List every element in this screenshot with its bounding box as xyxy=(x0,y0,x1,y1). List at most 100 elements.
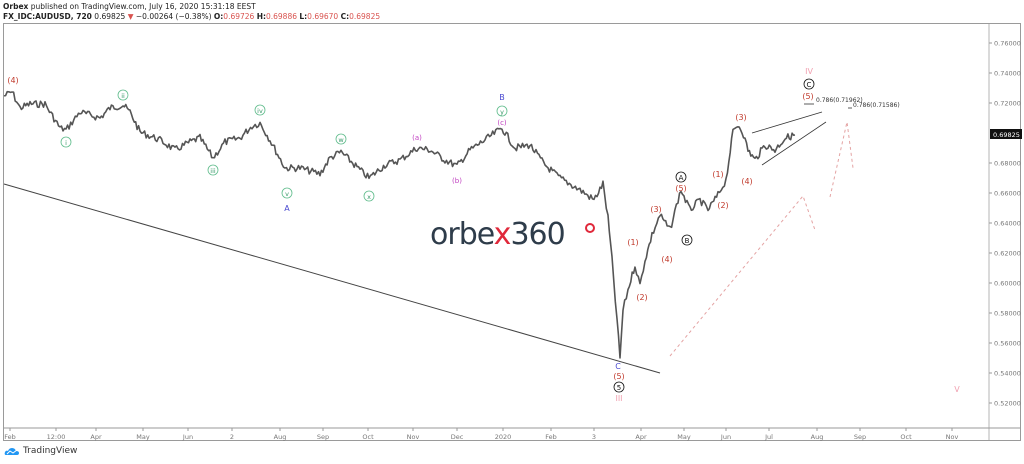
down-arrow-icon: ▼ xyxy=(127,12,134,21)
price-tick-label: 0.74000 xyxy=(994,69,1021,77)
time-axis[interactable]: Feb 12:00 Apr May Jun 2 Aug Sep Oct Nov Dec 2020 Feb… xyxy=(4,428,958,441)
price-tick-label: 0.68000 xyxy=(994,159,1021,167)
fib-label-2: 0.786(0.71586) xyxy=(853,102,900,109)
svg-text:(1): (1) xyxy=(627,238,638,247)
time-tick-label: 12:00 xyxy=(47,433,66,441)
time-tick-label: Jul xyxy=(764,433,773,441)
time-tick-label: Nov xyxy=(946,433,959,441)
svg-text:C: C xyxy=(615,362,621,371)
triangle-lower-line[interactable] xyxy=(761,121,827,166)
svg-text:A: A xyxy=(284,204,290,213)
svg-text:V: V xyxy=(954,385,960,394)
svg-text:y: y xyxy=(500,108,504,116)
orbex-watermark: orbex360 xyxy=(430,217,595,252)
close-value: 0.69825 xyxy=(349,12,381,21)
publish-info: Orbex published on TradingView.com, July… xyxy=(3,2,256,11)
svg-text:(a): (a) xyxy=(412,134,422,142)
symbol-info: FX_IDC:AUDUSD, 720 0.69825 ▼ −0.00264 (−… xyxy=(3,12,380,21)
triangle-upper-line[interactable] xyxy=(751,111,823,134)
publisher-name: Orbex xyxy=(3,2,29,11)
svg-text:ii: ii xyxy=(121,92,125,100)
svg-text:A: A xyxy=(679,174,684,182)
projection-path-2 xyxy=(829,121,854,198)
price-tick-label: 0.64000 xyxy=(994,219,1021,227)
svg-text:IV: IV xyxy=(805,67,813,76)
time-tick-label: Sep xyxy=(317,433,329,441)
svg-text:(3): (3) xyxy=(735,113,746,122)
svg-text:(c): (c) xyxy=(497,119,507,127)
cloud-icon xyxy=(4,447,20,455)
price-tick-label: 0.60000 xyxy=(994,279,1021,287)
time-tick-label: 2020 xyxy=(495,433,512,441)
price-tick-label: 0.72000 xyxy=(994,99,1021,107)
svg-text:B: B xyxy=(499,93,505,102)
time-tick-label: Aug xyxy=(274,433,287,441)
time-tick-label: Apr xyxy=(635,433,647,441)
svg-text:(2): (2) xyxy=(717,201,728,210)
svg-text:(2): (2) xyxy=(636,293,647,302)
svg-text:(b): (b) xyxy=(452,177,462,185)
svg-text:iii: iii xyxy=(210,167,216,175)
svg-text:(4): (4) xyxy=(7,76,18,85)
open-label: O: xyxy=(213,12,224,21)
svg-text:C: C xyxy=(807,81,812,89)
svg-text:v: v xyxy=(285,190,289,198)
time-tick-label: Jun xyxy=(720,433,731,441)
time-tick-label: Sep xyxy=(854,433,866,441)
tradingview-logo[interactable]: TradingView xyxy=(4,446,77,456)
chart-pane[interactable] xyxy=(3,23,1021,441)
time-tick-label: Apr xyxy=(90,433,102,441)
low-label: L: xyxy=(299,12,308,21)
time-tick-label: 2 xyxy=(230,433,234,441)
close-label: C: xyxy=(340,12,350,21)
price-series xyxy=(3,90,796,359)
svg-text:5: 5 xyxy=(617,384,621,392)
svg-text:w: w xyxy=(338,136,344,144)
svg-text:iv: iv xyxy=(257,107,263,115)
svg-text:(1): (1) xyxy=(712,170,723,179)
svg-text:orbex360: orbex360 xyxy=(430,217,565,252)
time-tick-label: May xyxy=(136,433,150,441)
svg-text:(3): (3) xyxy=(650,205,661,214)
open-value: 0.69726 xyxy=(223,12,255,21)
high-value: 0.69886 xyxy=(265,12,297,21)
svg-text:(4): (4) xyxy=(741,177,752,186)
svg-text:III: III xyxy=(615,394,622,403)
svg-text:B: B xyxy=(685,237,690,245)
time-tick-label: May xyxy=(677,433,691,441)
price-tick-label: 0.52000 xyxy=(994,399,1021,407)
last-price-badge-text: 0.69825 xyxy=(993,131,1020,139)
fib-label-1: 0.786(0.71962) xyxy=(816,97,863,104)
high-label: H: xyxy=(256,12,266,21)
price-tick-label: 0.62000 xyxy=(994,249,1021,257)
price-tick-label: 0.56000 xyxy=(994,339,1021,347)
svg-text:(4): (4) xyxy=(661,255,672,264)
price-change: −0.00264 (−0.38%) xyxy=(135,12,212,21)
price-tick-label: 0.66000 xyxy=(994,189,1021,197)
support-trendline[interactable] xyxy=(3,183,661,374)
time-tick-label: 3 xyxy=(592,433,596,441)
svg-text:(5): (5) xyxy=(802,92,813,101)
time-tick-label: Dec xyxy=(451,433,464,441)
svg-text:(5): (5) xyxy=(675,184,686,193)
time-tick-label: Oct xyxy=(362,433,374,441)
symbol-name: FX_IDC:AUDUSD, 720 xyxy=(3,12,92,21)
price-tick-label: 0.54000 xyxy=(994,369,1021,377)
last-price: 0.69825 xyxy=(94,12,126,21)
tradingview-brand: TradingView xyxy=(23,446,78,456)
time-tick-label: Nov xyxy=(407,433,420,441)
time-tick-label: Feb xyxy=(545,433,557,441)
time-tick-label: Aug xyxy=(811,433,824,441)
svg-text:(5): (5) xyxy=(613,372,624,381)
time-tick-label: Feb xyxy=(4,433,16,441)
svg-text:x: x xyxy=(367,193,371,201)
low-value: 0.69670 xyxy=(307,12,339,21)
price-tick-label: 0.76000 xyxy=(994,39,1021,47)
last-price-badge xyxy=(990,129,1022,139)
projection-path xyxy=(669,195,816,357)
price-tick-label: 0.58000 xyxy=(994,309,1021,317)
time-tick-label: Oct xyxy=(900,433,912,441)
price-axis[interactable]: 0.76000 0.74000 0.72000 0.68000 0.66000 0.640… xyxy=(989,39,1021,407)
